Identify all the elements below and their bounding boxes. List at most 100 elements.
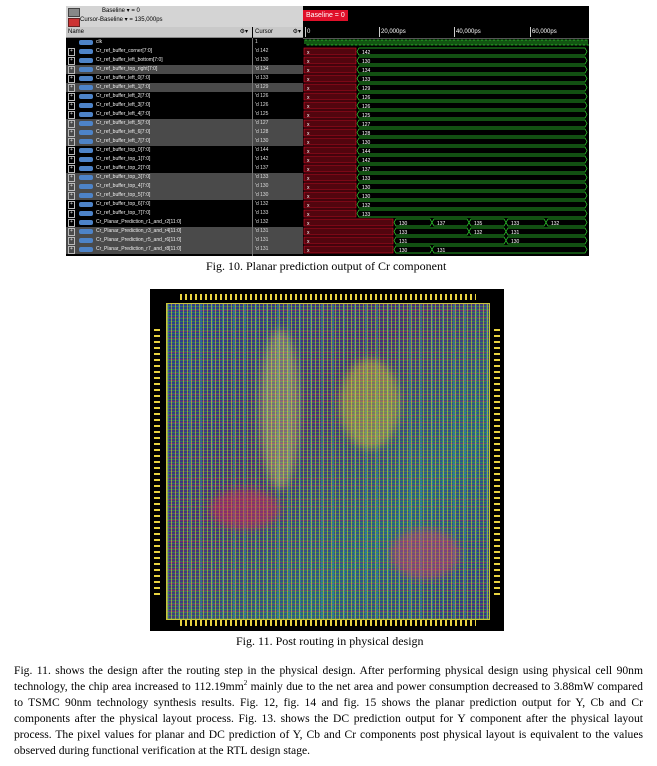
signal-row[interactable]: + Cr_ref_buffer_left_4[7:0] 'd 125 [66,110,303,119]
cursor-column-header[interactable]: Cursor ⚙▾ [253,27,303,38]
expand-icon[interactable]: + [68,156,75,164]
bus-value-label: 130 [362,59,371,65]
expand-icon[interactable]: + [68,75,75,83]
name-column-header[interactable]: Name ⚙▾ [66,27,252,38]
expand-icon[interactable]: + [68,138,75,146]
signal-row[interactable]: + Cr_Planar_Prediction_r1_and_r2[11:0] 'd … [66,218,303,227]
congestion-area [210,489,280,529]
cursor-baseline-readout[interactable]: Cursor-Baseline ▾ = 135,000ps [80,17,163,23]
unknown-marker: x [307,104,310,110]
unknown-marker: x [307,95,310,101]
signal-row[interactable]: + Cr_ref_buffer_top_7[7:0] 'd 133 [66,209,303,218]
body-paragraph: Fig. 11. shows the design after the rout… [14,663,643,759]
bus-value-label: 126 [362,104,371,110]
bus-value-label: 132 [474,230,483,236]
gear-icon[interactable]: ⚙▾ [292,29,301,35]
signal-icon [79,175,93,180]
bus-segment [356,146,588,155]
signal-name: Cr_ref_buffer_top_2[7:0] [96,165,151,171]
expand-icon[interactable]: + [68,219,75,227]
signal-row[interactable]: + Cr_ref_buffer_top_6[7:0] 'd 132 [66,200,303,209]
signal-row[interactable]: + Cr_ref_buffer_top_right[7:0] 'd 134 [66,65,303,74]
signal-row[interactable]: + Cr_Planar_Prediction_r3_and_r4[11:0] 'd … [66,227,303,236]
signal-row[interactable]: + Cr_ref_buffer_left_5[7:0] 'd 127 [66,119,303,128]
expand-icon[interactable]: + [68,183,75,191]
expand-icon[interactable]: + [68,246,75,254]
signal-row[interactable]: + Cr_ref_buffer_top_1[7:0] 'd 142 [66,155,303,164]
bus-value-label: 128 [362,131,371,137]
signal-icon [79,112,93,117]
expand-icon[interactable]: + [68,120,75,128]
cursor-value: 'd 142 [255,48,269,54]
signal-row[interactable]: + Cr_ref_buffer_top_2[7:0] 'd 137 [66,164,303,173]
signal-name: Cr_ref_buffer_left_6[7:0] [96,129,151,135]
expand-icon[interactable]: + [68,174,75,182]
signal-row[interactable]: + Cr_ref_buffer_left_6[7:0] 'd 128 [66,128,303,137]
signal-row[interactable]: + Cr_ref_buffer_left_3[7:0] 'd 126 [66,101,303,110]
bus-segment [356,209,588,218]
expand-icon[interactable]: + [68,57,75,65]
expand-icon[interactable]: + [68,201,75,209]
signal-row[interactable]: + Cr_ref_buffer_left_1[7:0] 'd 129 [66,83,303,92]
signal-row[interactable]: + Cr_ref_buffer_corner[7:0] 'd 142 [66,47,303,56]
time-ruler[interactable]: 0 20,000ps 40,000ps 60,000ps [303,27,589,39]
expand-icon[interactable]: + [68,237,75,245]
expand-icon[interactable]: + [68,165,75,173]
signal-icon [79,202,93,207]
signal-row[interactable]: + Cr_ref_buffer_top_4[7:0] 'd 130 [66,182,303,191]
expand-icon[interactable]: + [68,48,75,56]
signal-icon [79,247,93,252]
cursor-value: 1 [255,39,258,45]
cursor-value: 'd 134 [255,66,269,72]
signal-row[interactable]: + Cr_ref_buffer_left_7[7:0] 'd 130 [66,137,303,146]
expand-icon[interactable]: + [68,93,75,101]
cursor-value: 'd 130 [255,183,269,189]
signal-row[interactable]: + Cr_ref_buffer_top_0[7:0] 'd 144 [66,146,303,155]
signal-name: Cr_Planar_Prediction_r5_and_r6[11:0] [96,237,182,243]
signal-name: Cr_ref_buffer_left_2[7:0] [96,93,151,99]
expand-icon[interactable]: + [68,192,75,200]
expand-icon[interactable]: + [68,147,75,155]
signal-row[interactable]: + Cr_ref_buffer_left_2[7:0] 'd 126 [66,92,303,101]
toolbar-icon[interactable] [68,8,80,17]
name-column-label: Name [68,29,85,35]
signal-row[interactable]: + Cr_Planar_Prediction_r5_and_r6[11:0] 'd … [66,236,303,245]
column-divider[interactable] [252,38,253,256]
signal-row[interactable]: + Cr_ref_buffer_top_5[7:0] 'd 130 [66,191,303,200]
signal-row[interactable]: + Cr_ref_buffer_top_3[7:0] 'd 133 [66,173,303,182]
expand-icon[interactable]: + [68,102,75,110]
bus-value-label: 142 [362,158,371,164]
signal-row[interactable]: + Cr_ref_buffer_left_0[7:0] 'd 133 [66,74,303,83]
paragraph-text-b: mainly due to the net area and power con… [14,680,643,757]
expand-icon[interactable]: + [68,210,75,218]
expand-icon[interactable]: + [68,66,75,74]
bus-value-label: 144 [362,149,371,155]
bus-segment [356,173,588,182]
unknown-marker: x [307,158,310,164]
baseline-readout[interactable]: Baseline ▾ = 0 [102,8,140,14]
signal-row[interactable]: + Cr_Planar_Prediction_r7_and_r8[11:0] 'd … [66,245,303,254]
waveform-plot[interactable]: x 142 x 130 x 134 x 133 x 129 x 126 x 126 x 125 x 127 x 128… [303,38,589,256]
fig10-caption: Fig. 10. Planar prediction output of Cr … [206,259,447,273]
signal-name: Cr_ref_buffer_left_5[7:0] [96,120,151,126]
signal-row[interactable]: + Cr_ref_buffer_left_bottom[7:0] 'd 130 [66,56,303,65]
unknown-marker: x [307,248,310,254]
signal-name: Cr_ref_buffer_left_3[7:0] [96,102,151,108]
bus-segment [356,137,588,146]
cursor-value: 'd 131 [255,237,269,243]
unknown-marker: x [307,149,310,155]
io-pins-left [154,325,160,595]
signal-icon [79,220,93,225]
gear-icon[interactable]: ⚙▾ [239,29,248,35]
expand-icon[interactable]: + [68,111,75,119]
cursor-icon[interactable] [68,18,80,27]
unknown-segment [303,137,357,146]
baseline-tag[interactable]: Baseline = 0 [303,10,348,21]
signal-icon [79,157,93,162]
cursor-value: 'd 131 [255,228,269,234]
expand-icon[interactable]: + [68,228,75,236]
expand-icon[interactable]: + [68,84,75,92]
unknown-marker: x [307,59,310,65]
signal-row[interactable]: clk 1 [66,38,303,47]
expand-icon[interactable]: + [68,129,75,137]
